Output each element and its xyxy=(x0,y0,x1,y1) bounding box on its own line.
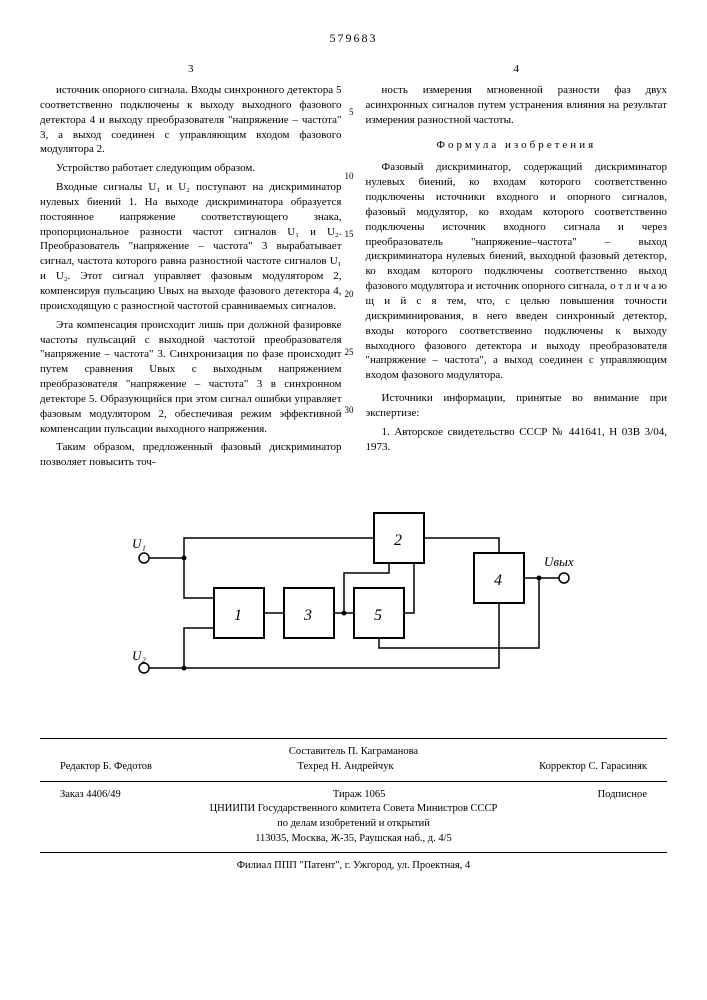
footer-editor: Редактор Б. Федотов xyxy=(60,760,152,775)
line-number: 15 xyxy=(345,228,354,240)
wire xyxy=(424,538,499,553)
terminal-u2: U₂ xyxy=(132,648,149,673)
footer-compiler: Составитель П. Каграманова xyxy=(40,745,667,760)
para: ность измерения мгновенной разности фаз … xyxy=(366,83,668,128)
divider xyxy=(40,852,667,853)
svg-text:3: 3 xyxy=(303,607,312,624)
block-diagram: U₁ U₂ Uвых 1 3 5 2 xyxy=(124,498,584,708)
block-5: 5 xyxy=(354,588,404,638)
sources-title: Источники информации, принятые во вниман… xyxy=(366,391,668,421)
left-column: 3 источник опорного сигнала. Входы синхр… xyxy=(40,62,342,474)
line-number: 20 xyxy=(345,288,354,300)
para: Таким образом, предложенный фазовый диск… xyxy=(40,440,342,470)
para: источник опорного сигнала. Входы синхрон… xyxy=(40,83,342,157)
wire xyxy=(184,538,374,558)
footer-corrector: Корректор С. Гарасиняк xyxy=(539,760,647,775)
footer-block: Составитель П. Каграманова Редактор Б. Ф… xyxy=(40,745,667,874)
svg-text:1: 1 xyxy=(234,607,242,624)
footer-tirazh: Тираж 1065 xyxy=(333,788,386,803)
divider xyxy=(40,738,667,739)
formula-title: Формула изобретения xyxy=(366,138,668,153)
block-2: 2 xyxy=(374,513,424,563)
block-3: 3 xyxy=(284,588,334,638)
footer-org2: по делам изобретений и открытий xyxy=(40,817,667,832)
terminal-u1: U₁ xyxy=(132,536,149,563)
divider xyxy=(40,781,667,782)
terminal-label: U₂ xyxy=(132,648,146,663)
line-number: 10 xyxy=(345,170,354,182)
patent-number: 579683 xyxy=(40,30,667,46)
svg-text:4: 4 xyxy=(494,572,502,589)
footer-addr2: Филиал ППП "Патент", г. Ужгород, ул. Про… xyxy=(40,859,667,874)
svg-text:5: 5 xyxy=(374,607,382,624)
block-4: 4 xyxy=(474,553,524,603)
line-number: 5 xyxy=(349,106,354,118)
wire xyxy=(149,558,214,598)
para: Устройство работает следующим образом. xyxy=(40,161,342,176)
svg-text:2: 2 xyxy=(394,532,402,549)
source-item: 1. Авторское свидетельство СССР № 441641… xyxy=(366,425,668,455)
footer-addr: 113035, Москва, Ж-35, Раушская наб., д. … xyxy=(40,832,667,847)
footer-techred: Техред Н. Андрейчук xyxy=(298,760,394,775)
line-number: 30 xyxy=(345,404,354,416)
page-marker-left: 3 xyxy=(40,62,342,77)
right-column: 4 ность измерения мгновенной разности фа… xyxy=(366,62,668,474)
block-1: 1 xyxy=(214,588,264,638)
page-marker-right: 4 xyxy=(366,62,668,77)
para: Фазовый дискриминатор, содержащий дискри… xyxy=(366,160,668,383)
wire xyxy=(149,628,214,668)
wire xyxy=(404,563,414,613)
footer-org: ЦНИИПИ Государственного комитета Совета … xyxy=(40,802,667,817)
footer-podpisnoe: Подписное xyxy=(598,788,647,803)
para: Эта компенсация происходит лишь при долж… xyxy=(40,318,342,437)
terminal-label: Uвых xyxy=(544,554,574,569)
text-columns: 3 источник опорного сигнала. Входы синхр… xyxy=(40,62,667,474)
terminal-label: U₁ xyxy=(132,536,146,551)
footer-order: Заказ 4406/49 xyxy=(60,788,121,803)
line-number: 25 xyxy=(345,346,354,358)
para: Входные сигналы U₁ и U₂ поступают на дис… xyxy=(40,180,342,314)
